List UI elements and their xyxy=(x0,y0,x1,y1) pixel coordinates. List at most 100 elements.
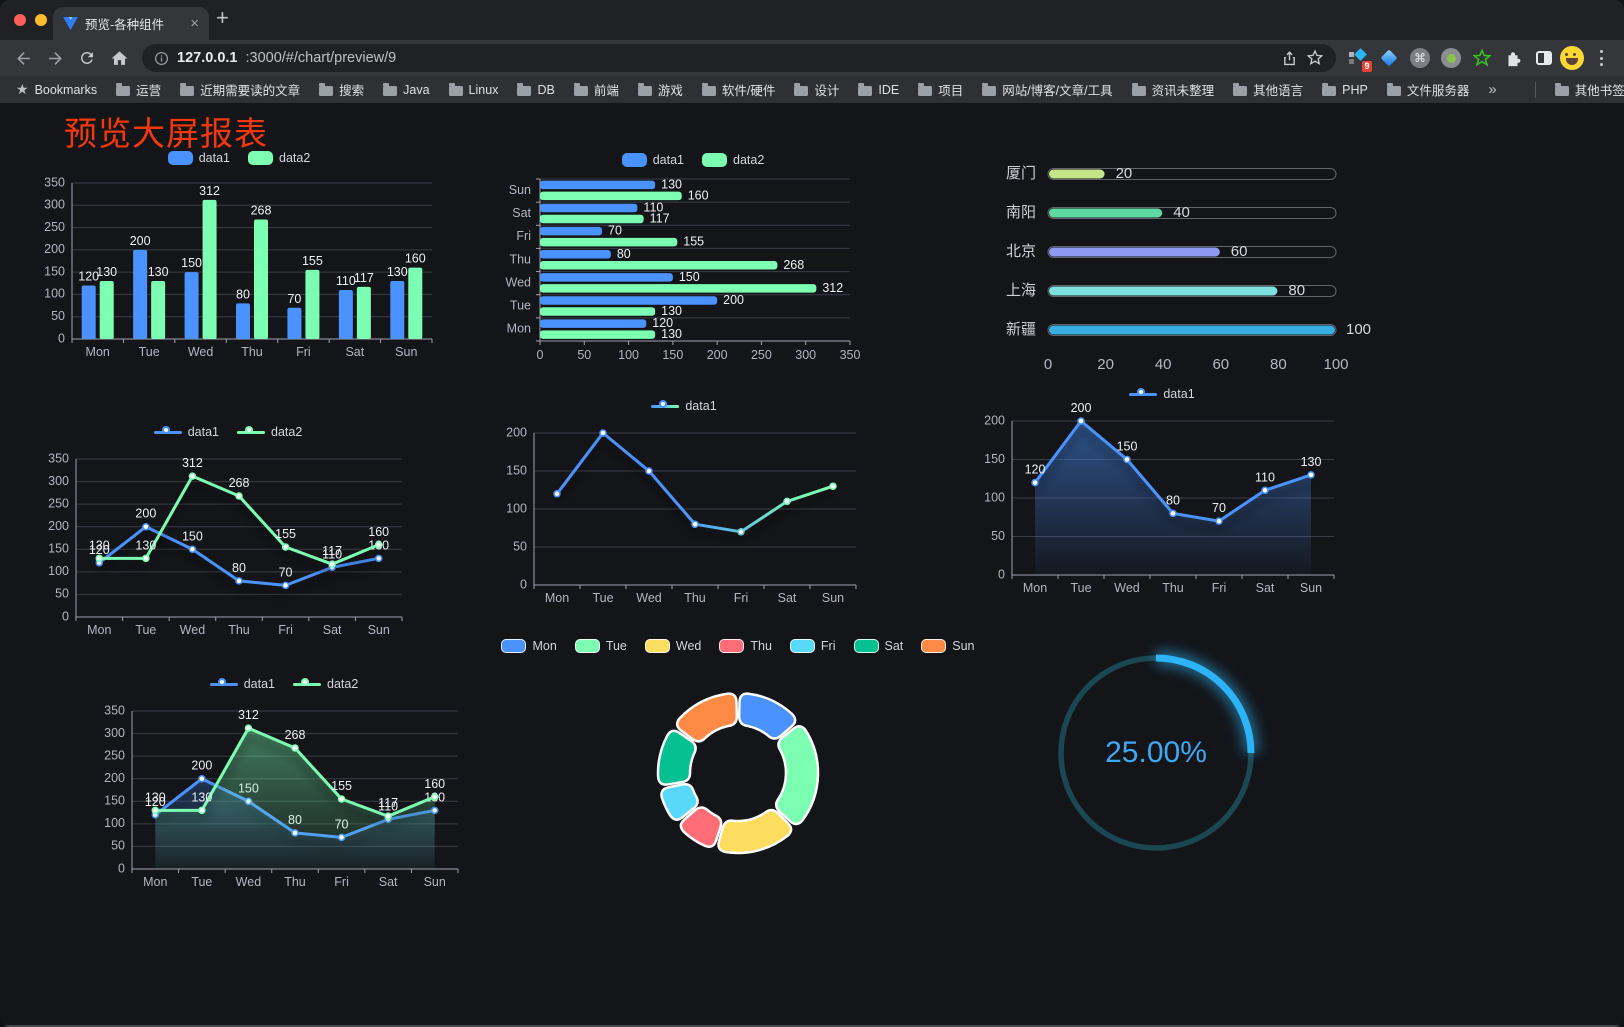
legend-item-data1[interactable]: data1 xyxy=(153,425,219,439)
extension-gem-icon[interactable] xyxy=(1379,48,1399,68)
two-area-canvas[interactable]: 0 50 100 150 200 250 300 350 Mon Tue Wed Thu Fri Sat S… xyxy=(98,697,470,895)
folder-icon xyxy=(517,83,532,96)
city-progress-canvas[interactable]: 厦门 20 南阳 40 北京 60 上海 80 新疆 100 0 20 40 60 80 100 xyxy=(992,154,1371,386)
blue-area-chart[interactable]: data1 0 50 100 150 200 Mon Tue Wed Thu Fri Sat Sun 12… xyxy=(978,383,1346,601)
svg-text:130: 130 xyxy=(145,790,166,804)
extension-puzzle-icon[interactable] xyxy=(1503,48,1523,68)
city-progress-chart[interactable]: 厦门 20 南阳 40 北京 60 上海 80 新疆 100 0 20 40 60 80 100 xyxy=(992,154,1371,386)
other-bookmarks[interactable]: 其他书签 xyxy=(1554,80,1624,99)
bookmark-folder-5[interactable]: DB xyxy=(517,80,555,99)
bookmarks-root[interactable]: ★ Bookmarks xyxy=(16,81,97,98)
legend-label: data2 xyxy=(327,677,359,691)
gradient-line-canvas[interactable]: 0 50 100 150 200 Mon Tue Wed Thu Fri Sat Sun xyxy=(500,419,868,611)
bookmark-folder-0[interactable]: 运营 xyxy=(116,80,161,99)
forward-button[interactable] xyxy=(40,44,70,72)
svg-text:200: 200 xyxy=(984,413,1005,427)
reload-button[interactable] xyxy=(72,44,102,72)
legend-item-Sun[interactable]: Sun xyxy=(921,639,975,653)
extension-green-star-icon[interactable] xyxy=(1472,48,1492,68)
bookmark-folder-2[interactable]: 搜索 xyxy=(319,80,364,99)
svg-text:100: 100 xyxy=(104,816,125,830)
home-button[interactable] xyxy=(104,44,134,72)
bookmark-folder-13[interactable]: 资讯未整理 xyxy=(1131,80,1214,99)
bookmark-folder-15[interactable]: PHP xyxy=(1322,80,1368,99)
svg-text:150: 150 xyxy=(104,794,125,808)
bookmark-folder-8[interactable]: 软件/硬件 xyxy=(701,80,775,99)
tab-close-icon[interactable]: × xyxy=(190,15,199,32)
weekday-donut-canvas[interactable] xyxy=(548,659,928,975)
dashboard-page: 预览大屏报表 data1 data2 0 50 100 150 200 250 300 350 Mo… xyxy=(0,103,1624,1025)
bookmark-folder-12[interactable]: 网站/博客/文章/工具 xyxy=(982,80,1113,99)
legend-item-data2[interactable]: data2 xyxy=(248,151,310,165)
legend-item-data2[interactable]: data2 xyxy=(702,153,764,167)
two-series-line-chart[interactable]: data1 data2 0 50 100 150 200 250 300 350 Mon Tue Wed… xyxy=(42,421,414,643)
legend-item-data1[interactable]: data1 xyxy=(167,151,230,165)
new-tab-button[interactable]: + xyxy=(216,5,229,30)
two-series-area-chart[interactable]: data1 data2 0 50 100 150 200 250 300 350 Mon Tue Wed… xyxy=(98,673,470,895)
bookmark-label: DB xyxy=(537,82,555,97)
legend-item-Fri[interactable]: Fri xyxy=(789,639,836,653)
bookmark-folder-11[interactable]: 项目 xyxy=(918,80,963,99)
gradient-line-chart[interactable]: data1 0 50 100 150 200 Mon Tue Wed Thu Fri Sat Sun xyxy=(500,395,868,611)
close-window-button[interactable] xyxy=(14,14,26,26)
percentage-gauge-chart[interactable]: 25.00% xyxy=(1048,645,1264,861)
extension-green-dot-icon[interactable] xyxy=(1441,48,1461,68)
extension-command-icon[interactable]: ⌘ xyxy=(1410,48,1430,68)
two-line-canvas[interactable]: 0 50 100 150 200 250 300 350 Mon Tue Wed Thu Fri Sat S… xyxy=(42,445,414,643)
legend-item-data1[interactable]: data1 xyxy=(621,153,684,167)
grouped-bar-canvas[interactable]: 0 50 100 150 200 250 300 350 Mon Tue Wed Thu Fri Sat S… xyxy=(38,171,440,365)
legend-item-Mon[interactable]: Mon xyxy=(501,639,557,653)
legend-item-Thu[interactable]: Thu xyxy=(719,639,772,653)
browser-tab[interactable]: 预览-各种组件 × xyxy=(53,7,209,40)
svg-text:312: 312 xyxy=(199,184,220,198)
reload-icon xyxy=(80,51,93,64)
grouped-bar-chart[interactable]: data1 data2 0 50 100 150 200 250 300 350 Mon Tue Wed… xyxy=(38,147,440,365)
svg-text:300: 300 xyxy=(44,198,65,212)
minimize-window-button[interactable] xyxy=(35,14,47,26)
bookmark-folder-6[interactable]: 前端 xyxy=(573,80,619,99)
legend-item-data1[interactable]: data1 xyxy=(651,399,717,413)
bookmark-folder-4[interactable]: Linux xyxy=(448,80,498,99)
svg-text:Mon: Mon xyxy=(143,875,167,889)
bookmark-folder-1[interactable]: 近期需要读的文章 xyxy=(180,80,300,99)
bookmark-folder-9[interactable]: 设计 xyxy=(794,80,839,99)
bookmarks-overflow-chevron[interactable]: » xyxy=(1488,81,1497,98)
svg-text:300: 300 xyxy=(104,726,125,740)
blue-area-canvas[interactable]: 0 50 100 150 200 Mon Tue Wed Thu Fri Sat Sun 120 200 1… xyxy=(978,401,1346,601)
back-button[interactable] xyxy=(8,44,38,72)
svg-text:100: 100 xyxy=(48,564,69,578)
legend-item-data2[interactable]: data2 xyxy=(237,425,302,439)
info-icon[interactable] xyxy=(154,51,169,66)
share-icon[interactable] xyxy=(1281,50,1298,67)
svg-text:130: 130 xyxy=(387,265,408,279)
svg-text:130: 130 xyxy=(191,790,212,804)
weekday-donut-chart[interactable]: Mon Tue Wed Thu Fri Sat Sun xyxy=(501,635,975,975)
percent-gauge-canvas[interactable]: 25.00% xyxy=(1048,645,1264,861)
legend-item-data1[interactable]: data1 xyxy=(1129,387,1195,401)
legend-swatch-Thu xyxy=(719,639,745,653)
bookmark-folder-7[interactable]: 游戏 xyxy=(637,80,683,99)
url-path: :3000/#/chart/preview/9 xyxy=(245,50,397,66)
horizontal-bar-chart[interactable]: data1 data2 0 50 100 150 200 250 300 350 Mon 120 130… xyxy=(502,149,884,369)
profile-avatar[interactable] xyxy=(1560,46,1584,70)
side-panel-icon[interactable] xyxy=(1534,48,1554,68)
legend-item-Wed[interactable]: Wed xyxy=(644,639,701,653)
svg-text:130: 130 xyxy=(135,538,156,552)
browser-menu-button[interactable] xyxy=(1586,44,1616,72)
bookmark-folder-14[interactable]: 其他语言 xyxy=(1233,80,1303,99)
bookmark-star-icon[interactable] xyxy=(1306,49,1324,67)
svg-text:200: 200 xyxy=(707,348,728,362)
legend-item-Tue[interactable]: Tue xyxy=(574,639,627,653)
svg-text:80: 80 xyxy=(1166,493,1180,507)
bookmark-folder-16[interactable]: 文件服务器 xyxy=(1386,80,1469,99)
legend-swatch-Tue xyxy=(574,639,600,653)
bookmark-folder-3[interactable]: Java xyxy=(383,80,430,99)
bookmark-folder-10[interactable]: IDE xyxy=(858,80,899,99)
legend-item-Sat[interactable]: Sat xyxy=(853,639,903,653)
legend-item-data1[interactable]: data1 xyxy=(209,677,275,691)
svg-text:60: 60 xyxy=(1231,243,1248,260)
extension-grid-diamond-icon[interactable]: 9 xyxy=(1348,48,1372,72)
url-bar[interactable]: 127.0.0.1:3000/#/chart/preview/9 xyxy=(142,44,1336,72)
legend-item-data2[interactable]: data2 xyxy=(293,677,358,691)
